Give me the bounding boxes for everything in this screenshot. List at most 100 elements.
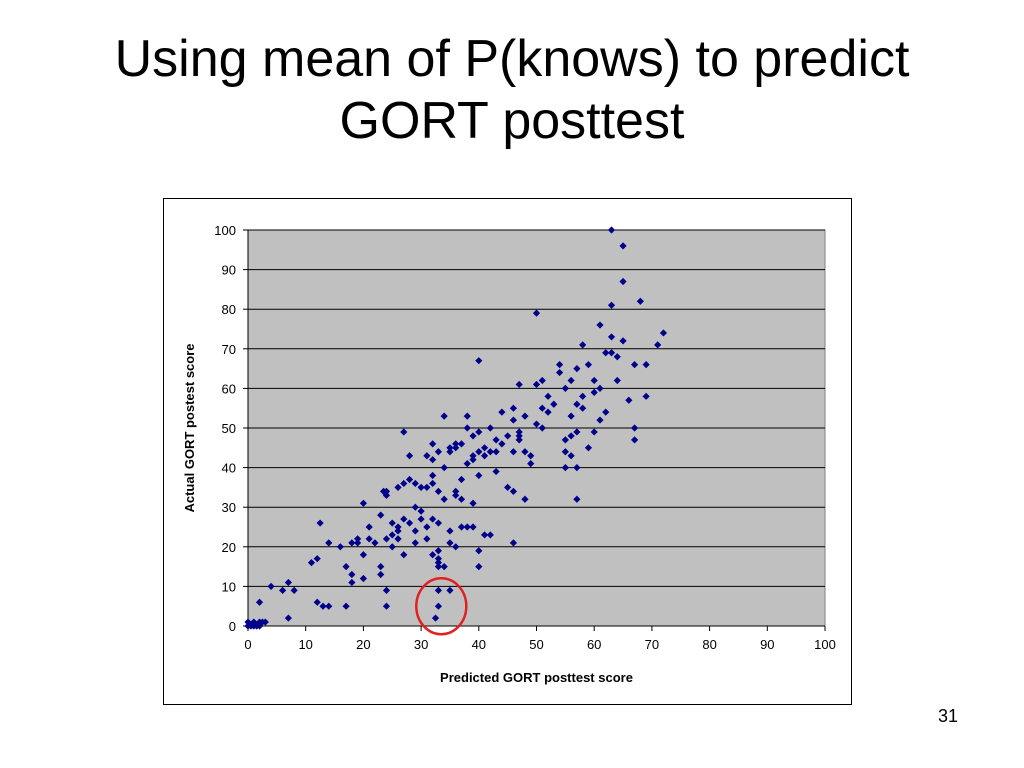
data-point xyxy=(267,582,275,590)
data-point xyxy=(440,563,448,571)
data-point xyxy=(325,539,333,547)
data-point xyxy=(486,424,494,432)
slide-title-line-2: GORT posttest xyxy=(339,92,685,150)
data-point xyxy=(469,432,477,440)
data-point xyxy=(423,452,431,460)
data-point xyxy=(261,618,269,626)
data-point xyxy=(284,578,292,587)
x-tick-label: 100 xyxy=(814,637,836,652)
data-point xyxy=(446,527,454,535)
data-point xyxy=(630,424,639,432)
y-tick-label: 90 xyxy=(222,263,236,278)
data-point xyxy=(619,337,627,345)
data-point xyxy=(411,539,419,547)
data-point xyxy=(475,448,483,456)
data-point xyxy=(509,539,518,547)
data-point xyxy=(446,586,454,594)
data-point xyxy=(527,460,535,468)
data-point xyxy=(584,361,593,369)
data-point xyxy=(550,400,558,408)
data-point xyxy=(371,539,379,547)
data-point xyxy=(607,226,616,234)
data-point xyxy=(527,452,535,460)
data-point xyxy=(469,456,477,464)
data-point xyxy=(244,618,252,626)
data-point xyxy=(596,416,604,424)
y-tick-label: 40 xyxy=(222,461,236,476)
y-tick-label: 60 xyxy=(222,381,236,396)
data-point xyxy=(561,436,569,444)
data-point xyxy=(538,424,546,432)
data-point xyxy=(596,384,604,392)
data-point xyxy=(440,412,448,420)
data-point xyxy=(446,539,454,547)
x-tick-label: 50 xyxy=(529,637,543,652)
data-point xyxy=(590,388,598,396)
x-tick-label: 80 xyxy=(702,637,716,652)
data-point xyxy=(492,436,500,444)
data-point xyxy=(417,483,425,491)
data-point xyxy=(452,543,460,551)
data-point xyxy=(625,396,633,404)
data-point xyxy=(434,487,443,495)
gridlines xyxy=(248,229,825,587)
data-point xyxy=(469,499,477,507)
x-tick-label: 40 xyxy=(472,637,486,652)
data-point xyxy=(602,349,610,357)
slide-title: Using mean of P(knows) to predict GORT p… xyxy=(0,28,1024,152)
data-point xyxy=(515,380,523,389)
data-point xyxy=(544,408,552,416)
data-point xyxy=(521,495,529,503)
data-point xyxy=(446,448,454,456)
data-point xyxy=(434,586,443,594)
data-point xyxy=(509,487,518,495)
data-point xyxy=(411,527,419,535)
data-point xyxy=(279,586,287,594)
chart-frame: 0 10 20 30 40 50 60 70 80 90 100 0 10 20 30 40 50 60 70 80… xyxy=(163,198,852,705)
data-point xyxy=(579,404,587,412)
data-point xyxy=(434,555,443,563)
data-point xyxy=(440,495,448,503)
data-point xyxy=(538,404,546,412)
data-point xyxy=(434,563,443,571)
data-point xyxy=(596,321,604,329)
data-point xyxy=(405,475,414,484)
data-point xyxy=(659,329,668,337)
axes xyxy=(243,229,826,631)
data-point xyxy=(532,380,541,389)
data-point xyxy=(486,531,494,539)
data-point xyxy=(515,432,523,440)
slide-title-line-1: Using mean of P(knows) to predict xyxy=(114,30,910,88)
data-point xyxy=(434,448,443,456)
data-point xyxy=(607,349,616,357)
data-point xyxy=(561,464,569,472)
data-point xyxy=(544,392,552,400)
data-point xyxy=(377,570,385,579)
data-point xyxy=(579,392,587,400)
y-tick-label: 30 xyxy=(222,500,236,515)
scatter-chart: 0 10 20 30 40 50 60 70 80 90 100 0 10 20 30 40 50 60 70 80… xyxy=(182,223,836,685)
data-point xyxy=(452,491,460,499)
x-tick-label: 60 xyxy=(587,637,601,652)
data-point xyxy=(429,479,437,488)
data-point xyxy=(463,523,471,531)
data-point xyxy=(642,392,650,400)
data-point xyxy=(423,535,431,543)
data-point xyxy=(423,483,431,491)
data-point xyxy=(405,519,414,527)
data-point xyxy=(521,412,529,420)
data-point xyxy=(538,376,546,385)
data-point xyxy=(509,404,518,412)
data-point xyxy=(388,543,396,551)
data-point xyxy=(354,539,362,547)
x-tick-label: 70 xyxy=(645,637,659,652)
y-tick-label: 70 xyxy=(222,342,236,357)
data-point xyxy=(342,563,350,571)
data-point xyxy=(579,341,587,349)
x-tick-label: 10 xyxy=(298,637,312,652)
data-point xyxy=(504,432,512,440)
y-tick-label: 20 xyxy=(222,540,236,555)
data-point xyxy=(480,531,489,539)
data-point xyxy=(469,452,477,460)
data-point xyxy=(492,467,500,476)
